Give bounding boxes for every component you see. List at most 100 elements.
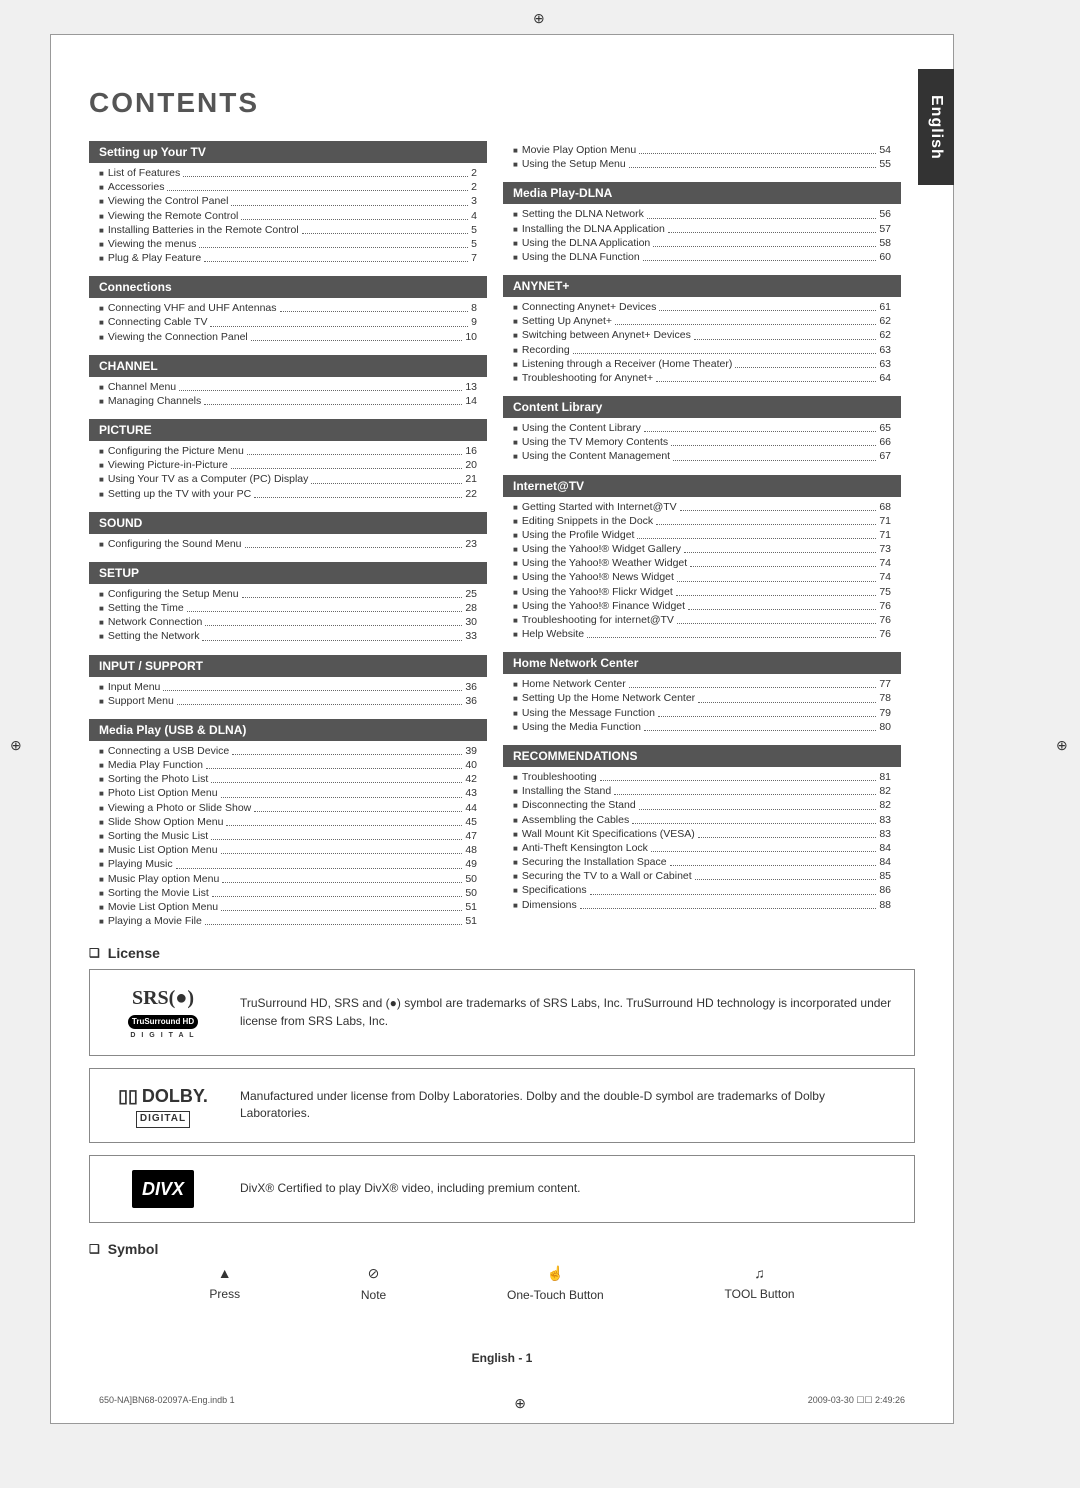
bullet-icon: ■ [513, 559, 518, 570]
toc-label: Setting the Time [108, 601, 184, 615]
bullet-icon: ■ [513, 239, 518, 250]
toc-page: 40 [465, 758, 477, 772]
bullet-icon: ■ [513, 531, 518, 542]
toc-page: 44 [465, 801, 477, 815]
toc-dots [639, 153, 876, 154]
toc-label: Assembling the Cables [522, 813, 629, 827]
srs-logo: SRS(●) TruSurround HD D I G I T A L [108, 984, 218, 1041]
toc-dots [735, 367, 876, 368]
toc-item: ■ Using the Yahoo!® Flickr Widget 75 [513, 585, 891, 599]
toc-item: ■ Editing Snippets in the Dock 71 [513, 514, 891, 528]
toc-label: Troubleshooting [522, 770, 597, 784]
toc-dots [210, 326, 468, 327]
section-header: ANYNET+ [503, 275, 901, 297]
toc-list: ■ Movie Play Option Menu 54 ■ Using the … [503, 133, 901, 174]
license-section: License SRS(●) TruSurround HD D I G I T … [89, 945, 915, 1222]
toc-dots [684, 552, 876, 553]
toc-label: Anti-Theft Kensington Lock [522, 841, 648, 855]
toc-page: 2 [471, 166, 477, 180]
toc-label: Connecting VHF and UHF Antennas [108, 301, 277, 315]
toc-page: 56 [879, 207, 891, 221]
toc-dots [695, 879, 877, 880]
bullet-icon: ■ [513, 573, 518, 584]
bullet-icon: ■ [513, 438, 518, 449]
toc-page: 45 [465, 815, 477, 829]
toc-page: 48 [465, 843, 477, 857]
toc-item: ■ Configuring the Setup Menu 25 [99, 587, 477, 601]
toc-page: 16 [465, 444, 477, 458]
toc-page: 84 [879, 855, 891, 869]
bullet-icon: ■ [513, 331, 518, 342]
bullet-icon: ■ [513, 545, 518, 556]
toc-dots [167, 190, 468, 191]
toc-dots [659, 310, 876, 311]
toc-label: Network Connection [108, 615, 203, 629]
toc-item: ■ Sorting the Photo List 42 [99, 772, 477, 786]
symbol-icon: ▲ [218, 1265, 232, 1281]
toc-page: 82 [879, 784, 891, 798]
bullet-icon: ■ [99, 197, 104, 208]
toc-label: Getting Started with Internet@TV [522, 500, 677, 514]
toc-page: 75 [879, 585, 891, 599]
toc-item: ■ Troubleshooting for internet@TV 76 [513, 613, 891, 627]
toc-label: Installing the Stand [522, 784, 611, 798]
toc-list: ■ Troubleshooting 81 ■ Installing the St… [503, 767, 901, 915]
toc-item: ■ Setting up the TV with your PC 22 [99, 487, 477, 501]
bullet-icon: ■ [99, 590, 104, 601]
toc-item: ■ Viewing the menus 5 [99, 237, 477, 251]
toc-page: 43 [465, 786, 477, 800]
toc-label: Using the Content Library [522, 421, 641, 435]
toc-label: Movie List Option Menu [108, 900, 218, 914]
toc-item: ■ Movie Play Option Menu 54 [513, 143, 891, 157]
symbol-label: TOOL Button [725, 1287, 795, 1301]
toc-label: Installing Batteries in the Remote Contr… [108, 223, 299, 237]
toc-dots [204, 261, 468, 262]
toc-dots [183, 176, 468, 177]
toc-item: ■ Connecting a USB Device 39 [99, 744, 477, 758]
toc-item: ■ Setting the Time 28 [99, 601, 477, 615]
section-header: Media Play-DLNA [503, 182, 901, 204]
bullet-icon: ■ [99, 818, 104, 829]
toc-page: 83 [879, 827, 891, 841]
toc-label: Managing Channels [108, 394, 201, 408]
toc-dots [698, 702, 876, 703]
toc-dots [677, 581, 876, 582]
toc-item: ■ Setting Up Anynet+ 62 [513, 314, 891, 328]
toc-list: ■ Connecting VHF and UHF Antennas 8 ■ Co… [89, 298, 487, 347]
toc-item: ■ Playing Music 49 [99, 857, 477, 871]
bullet-icon: ■ [513, 452, 518, 463]
toc-item: ■ Troubleshooting 81 [513, 770, 891, 784]
toc-label: Dimensions [522, 898, 577, 912]
symbol-icon: ⊘ [368, 1265, 380, 1282]
toc-label: Securing the TV to a Wall or Cabinet [522, 869, 692, 883]
toc-item: ■ Using the Yahoo!® News Widget 74 [513, 570, 891, 584]
toc-item: ■ Accessories 2 [99, 180, 477, 194]
toc-page: 61 [879, 300, 891, 314]
toc-item: ■ Using the Yahoo!® Widget Gallery 73 [513, 542, 891, 556]
toc-dots [179, 390, 462, 391]
bullet-icon: ■ [99, 304, 104, 315]
toc-dots [226, 825, 462, 826]
bullet-icon: ■ [99, 804, 104, 815]
toc-dots [202, 640, 462, 641]
bullet-icon: ■ [513, 360, 518, 371]
bullet-icon: ■ [99, 775, 104, 786]
toc-label: Editing Snippets in the Dock [522, 514, 653, 528]
toc-dots [242, 597, 463, 598]
toc-item: ■ Using the Setup Menu 55 [513, 157, 891, 171]
toc-item: ■ Setting the Network 33 [99, 629, 477, 643]
bullet-icon: ■ [99, 697, 104, 708]
toc-page: 2 [471, 180, 477, 194]
toc-list: ■ Channel Menu 13 ■ Managing Channels 14 [89, 377, 487, 411]
toc-label: Music Play option Menu [108, 872, 219, 886]
bullet-icon: ■ [99, 240, 104, 251]
toc-item: ■ Input Menu 36 [99, 680, 477, 694]
bullet-icon: ■ [513, 801, 518, 812]
toc-dots [254, 497, 462, 498]
toc-item: ■ Connecting Anynet+ Devices 61 [513, 300, 891, 314]
toc-page: 74 [879, 570, 891, 584]
symbol-label: Press [209, 1287, 240, 1301]
toc-dots [302, 233, 468, 234]
toc-item: ■ Network Connection 30 [99, 615, 477, 629]
toc-label: Disconnecting the Stand [522, 798, 636, 812]
